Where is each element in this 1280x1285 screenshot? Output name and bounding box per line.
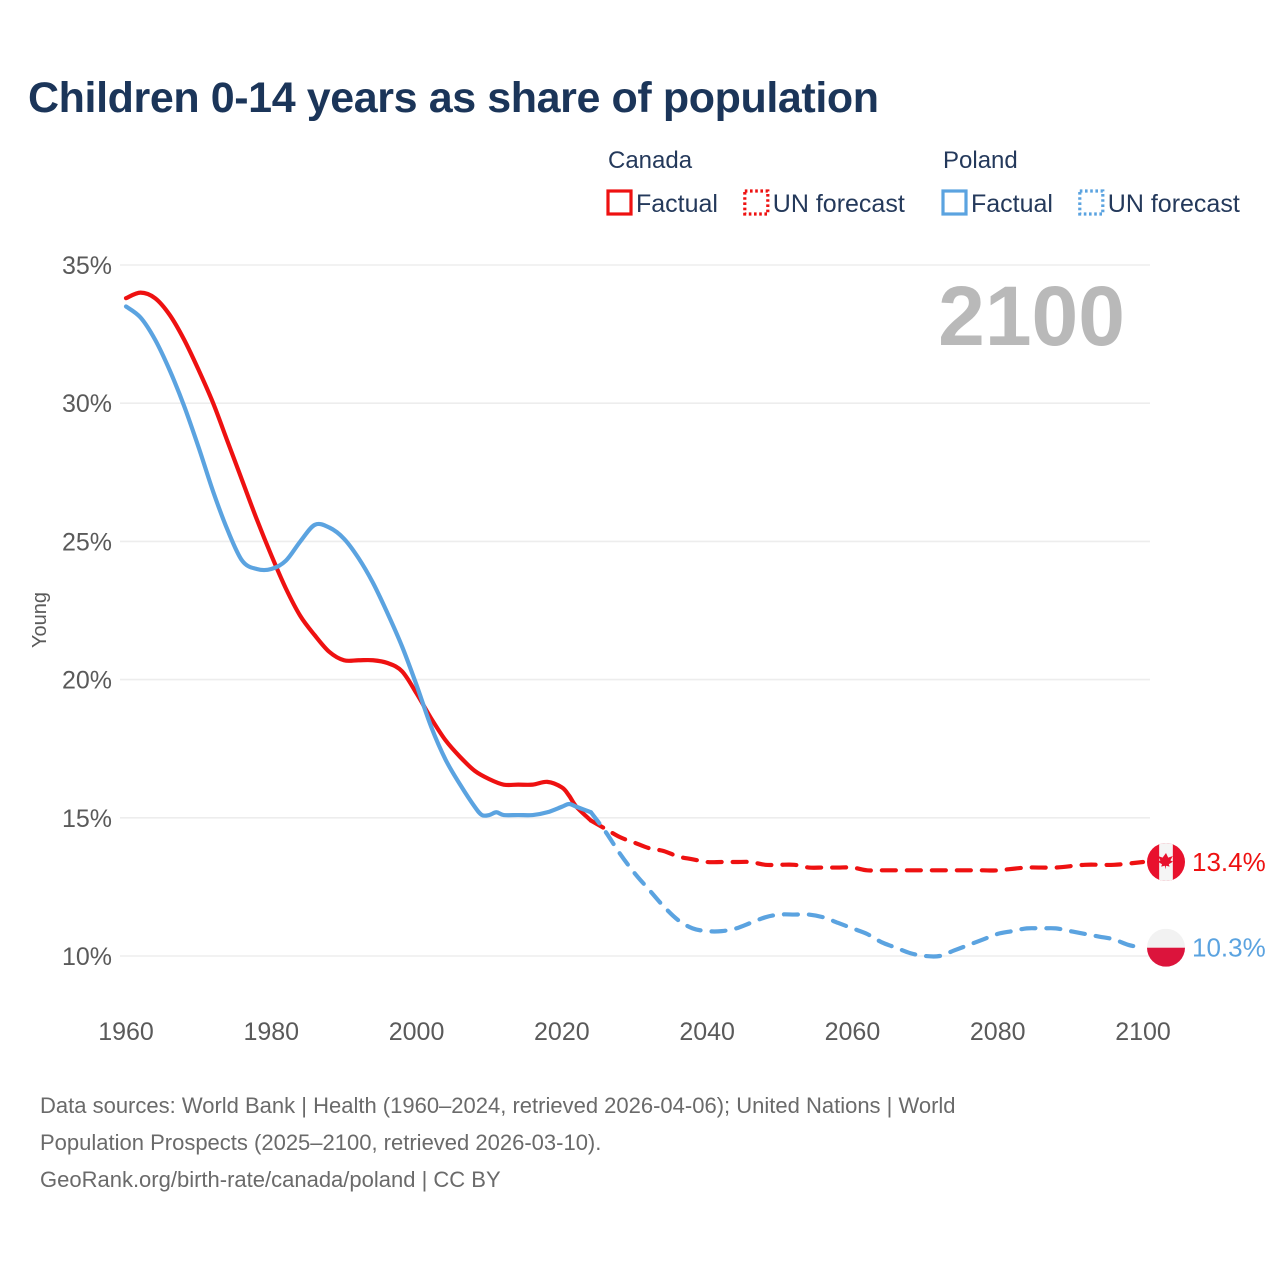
legend-item-canada-un-forecast[interactable]: UN forecast bbox=[743, 189, 905, 218]
footer-line: Data sources: World Bank | Health (1960–… bbox=[40, 1093, 956, 1118]
page-title: Children 0-14 years as share of populati… bbox=[28, 74, 879, 122]
end-label-value: 13.4% bbox=[1192, 847, 1266, 877]
y-axis-title: Young bbox=[29, 592, 51, 648]
y-tick-label: 10% bbox=[62, 943, 112, 971]
y-tick-label: 20% bbox=[62, 667, 112, 695]
x-axis-tick-labels: 1960 1980 2000 2020 2040 2060 2080 2100 bbox=[98, 1018, 1171, 1046]
year-watermark: 2100 bbox=[938, 269, 1125, 363]
series-poland bbox=[123, 304, 1146, 959]
footer-line: Population Prospects (2025–2100, retriev… bbox=[40, 1130, 601, 1155]
legend-item-poland-factual[interactable]: Factual bbox=[941, 189, 1053, 218]
legend-swatch-solid bbox=[606, 189, 633, 216]
legend-swatch-solid bbox=[941, 189, 968, 216]
x-tick-label: 2020 bbox=[534, 1018, 590, 1046]
series-poland-factual-line bbox=[123, 304, 594, 818]
x-tick-label: 2000 bbox=[389, 1018, 445, 1046]
legend-item-label: Factual bbox=[636, 190, 718, 218]
series-end-labels: 13.4% 10.3% bbox=[1147, 843, 1266, 967]
chart-legend: Canada Factual UN forecast Poland Factual UN … bbox=[606, 147, 1240, 218]
series-canada-factual-line bbox=[123, 290, 594, 823]
series-canada-forecast-line bbox=[588, 818, 1146, 873]
y-tick-label: 15% bbox=[62, 805, 112, 833]
x-tick-label: 1960 bbox=[98, 1018, 154, 1046]
x-tick-label: 2100 bbox=[1115, 1018, 1171, 1046]
legend-group-canada: Canada Factual UN forecast bbox=[606, 147, 905, 218]
end-label-canada: 13.4% bbox=[1147, 843, 1266, 882]
poland-flag-icon bbox=[1147, 928, 1185, 967]
x-tick-label: 1980 bbox=[243, 1018, 299, 1046]
legend-item-label: Factual bbox=[971, 190, 1053, 218]
y-tick-label: 25% bbox=[62, 528, 112, 556]
legend-item-canada-factual[interactable]: Factual bbox=[606, 189, 718, 218]
legend-group-title: Poland bbox=[943, 147, 1018, 174]
legend-item-poland-un-forecast[interactable]: UN forecast bbox=[1078, 189, 1240, 218]
legend-swatch-dotted bbox=[743, 189, 770, 216]
series-poland-forecast-line bbox=[588, 810, 1146, 959]
y-tick-label: 35% bbox=[62, 252, 112, 280]
series-lines bbox=[123, 290, 1146, 959]
legend-item-label: UN forecast bbox=[1108, 190, 1240, 218]
end-label-poland: 10.3% bbox=[1147, 928, 1266, 967]
legend-item-label: UN forecast bbox=[773, 190, 905, 218]
footer-credits: Data sources: World Bank | Health (1960–… bbox=[40, 1093, 956, 1192]
y-tick-label: 30% bbox=[62, 390, 112, 418]
x-tick-label: 2040 bbox=[679, 1018, 735, 1046]
legend-swatch-dotted bbox=[1078, 189, 1105, 216]
series-canada bbox=[123, 290, 1146, 873]
canada-flag-icon bbox=[1147, 843, 1185, 882]
gridlines bbox=[120, 264, 1150, 957]
y-axis-tick-labels: 10% 15% 20% 25% 30% 35% bbox=[62, 252, 112, 971]
end-label-value: 10.3% bbox=[1192, 933, 1266, 963]
legend-group-poland: Poland Factual UN forecast bbox=[941, 147, 1240, 218]
x-tick-label: 2060 bbox=[825, 1018, 881, 1046]
x-tick-label: 2080 bbox=[970, 1018, 1026, 1046]
footer-line[interactable]: GeoRank.org/birth-rate/canada/poland | C… bbox=[40, 1167, 501, 1192]
legend-group-title: Canada bbox=[608, 147, 693, 174]
